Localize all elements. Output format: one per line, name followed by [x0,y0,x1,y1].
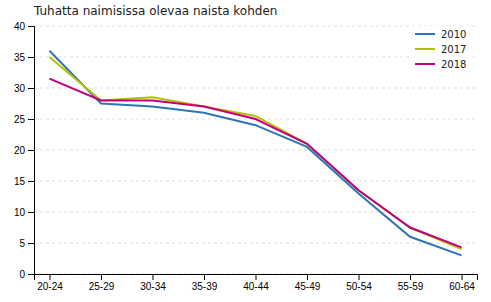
grid-line [34,57,477,58]
legend-swatch [415,63,435,65]
grid-line [34,243,477,244]
y-tick-mark [28,119,34,120]
lines [49,51,461,256]
y-tick-mark [28,212,34,213]
y-axis: 0 5 10 15 20 25 30 35 40 [14,21,35,280]
chart: 0 5 10 15 20 25 30 35 40 20-24 25-29 30-34 35-39 40-4… [0,0,491,302]
x-tick: 60-64 [449,274,475,292]
x-tick: 25-29 [89,274,115,292]
legend-item: 2018 [415,59,466,70]
x-tick: 30-34 [140,274,166,292]
y-tick: 25 [14,114,34,125]
x-tick-label: 20-24 [37,281,63,292]
grid-line [34,88,477,89]
y-tick-mark [28,88,34,89]
y-tick-label: 0 [19,269,25,280]
legend-label: 2018 [441,59,466,70]
x-tick: 20-24 [37,274,63,292]
grid-line [34,181,477,182]
legend-background [411,26,473,75]
y-tick-label: 25 [14,114,26,125]
legend-swatch [415,33,435,35]
x-tick: 40-44 [243,274,269,292]
series-line [49,51,461,256]
x-tick: 50-54 [346,274,372,292]
x-tick-mark [101,274,102,280]
x-tick-label: 30-34 [140,281,166,292]
y-tick-mark [28,243,34,244]
legend-item: 2010 [415,29,466,40]
y-tick: 30 [14,83,34,94]
x-tick: 45-49 [295,274,321,292]
x-tick-label: 55-59 [398,281,424,292]
y-tick-label: 10 [14,207,26,218]
y-tick-label: 15 [14,176,26,187]
x-tick-label: 60-64 [449,281,475,292]
y-tick: 5 [19,238,34,249]
plot: 0 5 10 15 20 25 30 35 40 20-24 25-29 30-34 35-39 40-4… [14,21,478,292]
y-tick-label: 40 [14,21,26,32]
x-tick-mark [49,274,50,280]
title: Tuhatta naimisissa olevaa naista kohden [33,4,277,18]
legend-item: 2017 [415,44,466,55]
x-tick-mark [462,274,463,280]
x-tick-mark [152,274,153,280]
x-tick-label: 25-29 [89,281,115,292]
x-tick-mark [204,274,205,280]
x-tick-label: 45-49 [295,281,321,292]
y-tick-mark [28,150,34,151]
x-tick: 35-39 [192,274,218,292]
y-tick-mark [28,26,34,27]
x-axis: 20-24 25-29 30-34 35-39 40-44 45-49 50-54 55-59… [35,274,478,292]
y-axis-line [28,27,35,275]
x-tick-mark [359,274,360,280]
y-tick-label: 35 [14,52,26,63]
y-tick-mark [28,57,34,58]
series-line [49,79,461,248]
x-tick-label: 50-54 [346,281,372,292]
legend-swatch [415,48,435,50]
y-tick-label: 5 [19,238,25,249]
x-tick-label: 35-39 [192,281,218,292]
x-tick-mark [256,274,257,280]
grid [34,26,477,274]
x-tick-label: 40-44 [243,281,269,292]
x-tick-mark [410,274,411,280]
y-tick: 0 [19,269,34,280]
grid-line [34,212,477,213]
y-tick-mark [28,274,34,275]
legend: 2010 2017 2018 [411,26,473,75]
grid-line [34,26,477,27]
x-axis-line [35,275,478,281]
legend-label: 2017 [441,44,466,55]
legend-label: 2010 [441,29,466,40]
y-tick: 35 [14,52,34,63]
y-tick: 40 [14,21,34,32]
y-tick-mark [28,181,34,182]
series-line [49,57,461,249]
y-tick: 20 [14,145,34,156]
y-tick: 15 [14,176,34,187]
y-tick: 10 [14,207,34,218]
x-tick-mark [307,274,308,280]
y-tick-label: 20 [14,145,26,156]
x-tick: 55-59 [398,274,424,292]
y-tick-label: 30 [14,83,26,94]
grid-line [34,150,477,151]
